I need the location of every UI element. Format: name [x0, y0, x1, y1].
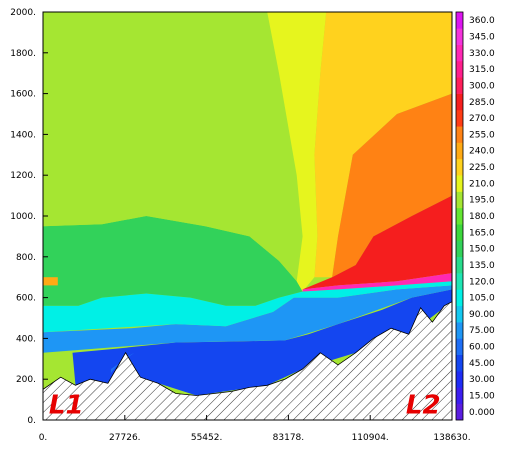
y-axis: 0. 200. 400. 600. 800. 1000. 1200. 1400. 1600. 18…	[10, 8, 48, 426]
y-tick-label-10: 2000.	[10, 8, 36, 18]
y-tick-label-5: 1000.	[10, 212, 36, 222]
terrain-hatch	[43, 301, 452, 420]
colorbar-label-13: 195.0	[469, 196, 495, 206]
colorbar-swatch-6	[456, 305, 463, 323]
contour-region-7	[314, 12, 452, 278]
colorbar-swatch-23	[456, 28, 463, 45]
plot-area	[43, 12, 452, 420]
colorbar-swatch-21	[456, 60, 463, 78]
colorbar-label-5: 75.00	[469, 326, 495, 336]
colorbar-swatch-9	[456, 256, 463, 274]
contour-region-1	[72, 289, 452, 396]
colorbar-swatch-16	[456, 142, 463, 160]
contour-region-5	[43, 12, 303, 282]
colorbar-label-18: 270.0	[469, 114, 495, 124]
colorbar-swatch-22	[456, 44, 463, 62]
colorbar-swatch-14	[456, 175, 463, 192]
colorbar-label-20: 300.0	[469, 81, 495, 91]
colorbar-label-6: 90.00	[469, 310, 495, 320]
y-tick-label-6: 1200.	[10, 171, 36, 181]
colorbar-label-23: 345.0	[469, 32, 495, 42]
colorbar-swatch-0	[456, 403, 463, 421]
x-tick-label-4: 110904.	[352, 433, 389, 443]
colorbar-label-17: 255.0	[469, 130, 495, 140]
colorbar-label-22: 330.0	[469, 49, 495, 59]
colorbar-swatch-5	[456, 322, 463, 339]
y-tick-label-0: 0.	[27, 416, 36, 426]
x-axis: 0. 27726. 55452. 83178. 110904. 138630.	[39, 415, 471, 443]
colorbar-label-19: 285.0	[469, 98, 495, 108]
colorbar-label-1: 15.00	[469, 392, 495, 402]
colorbar-label-4: 60.00	[469, 343, 495, 353]
colorbar-label-0: 0.000	[469, 408, 495, 418]
contour-region-9	[302, 195, 452, 290]
x-tick-label-5: 138630.	[433, 433, 470, 443]
colorbar-swatch-15	[456, 158, 463, 176]
colorbar-swatch-20	[456, 77, 463, 94]
colorbar-label-3: 45.00	[469, 359, 495, 369]
colorbar-label-10: 150.0	[469, 245, 495, 255]
contour-region-8	[332, 93, 452, 278]
colorbar-label-24: 360.0	[469, 16, 495, 26]
y-tick-label-2: 400.	[16, 334, 36, 344]
colorbar-swatch-4	[456, 338, 463, 356]
colorbar-swatch-12	[456, 207, 463, 225]
colorbar-swatch-3	[456, 354, 463, 372]
colorbar-swatch-10	[456, 240, 463, 258]
contour-regions	[43, 12, 452, 396]
colorbar-swatch-8	[456, 273, 463, 290]
colorbar-label-12: 180.0	[469, 212, 495, 222]
colorbar-label-11: 165.0	[469, 228, 495, 238]
y-tick-label-7: 1400.	[10, 130, 36, 140]
contour-region-3	[43, 281, 452, 333]
colorbar-label-14: 210.0	[469, 179, 495, 189]
colorbar-swatch-1	[456, 387, 463, 404]
colorbar-label-7: 105.0	[469, 294, 495, 304]
colorbar-swatch-17	[456, 126, 463, 143]
y-tick-label-9: 1800.	[10, 49, 36, 59]
colorbar-swatch-24	[456, 12, 463, 29]
colorbar-label-21: 315.0	[469, 65, 495, 75]
colorbar-swatch-18	[456, 109, 463, 127]
contour-region-10	[302, 273, 452, 292]
contour-region-4	[43, 216, 303, 306]
colorbar-label-2: 30.00	[469, 375, 495, 385]
contour-region-2	[43, 285, 452, 353]
colorbar-swatch-11	[456, 224, 463, 241]
colorbar-swatch-7	[456, 289, 463, 307]
colorbar: 0.000 15.00 30.00 45.00 60.00 75.00 90.00 105.0…	[455, 11, 495, 421]
contour-region-6	[267, 12, 327, 292]
x-tick-label-3: 83178.	[273, 433, 305, 443]
contour-region-11	[43, 277, 58, 286]
annotations: L1 L2	[49, 391, 441, 421]
y-tick-label-3: 600.	[16, 294, 36, 304]
x-tick-label-1: 27726.	[109, 433, 141, 443]
x-tick-label-0: 0.	[39, 433, 48, 443]
y-tick-label-1: 200.	[16, 375, 36, 385]
colorbar-label-15: 225.0	[469, 163, 495, 173]
colorbar-frame	[455, 11, 464, 421]
colorbar-label-8: 120.0	[469, 277, 495, 287]
y-tick-label-4: 800.	[16, 253, 36, 263]
y-tick-label-8: 1600.	[10, 90, 36, 100]
colorbar-label-16: 240.0	[469, 147, 495, 157]
x-tick-label-2: 55452.	[191, 433, 223, 443]
colorbar-swatch-2	[456, 371, 463, 388]
annotation-l1: L1	[49, 391, 84, 421]
colorbar-label-9: 135.0	[469, 261, 495, 271]
colorbar-swatch-13	[456, 191, 463, 209]
annotation-l2: L2	[406, 391, 441, 421]
colorbar-swatch-19	[456, 93, 463, 111]
